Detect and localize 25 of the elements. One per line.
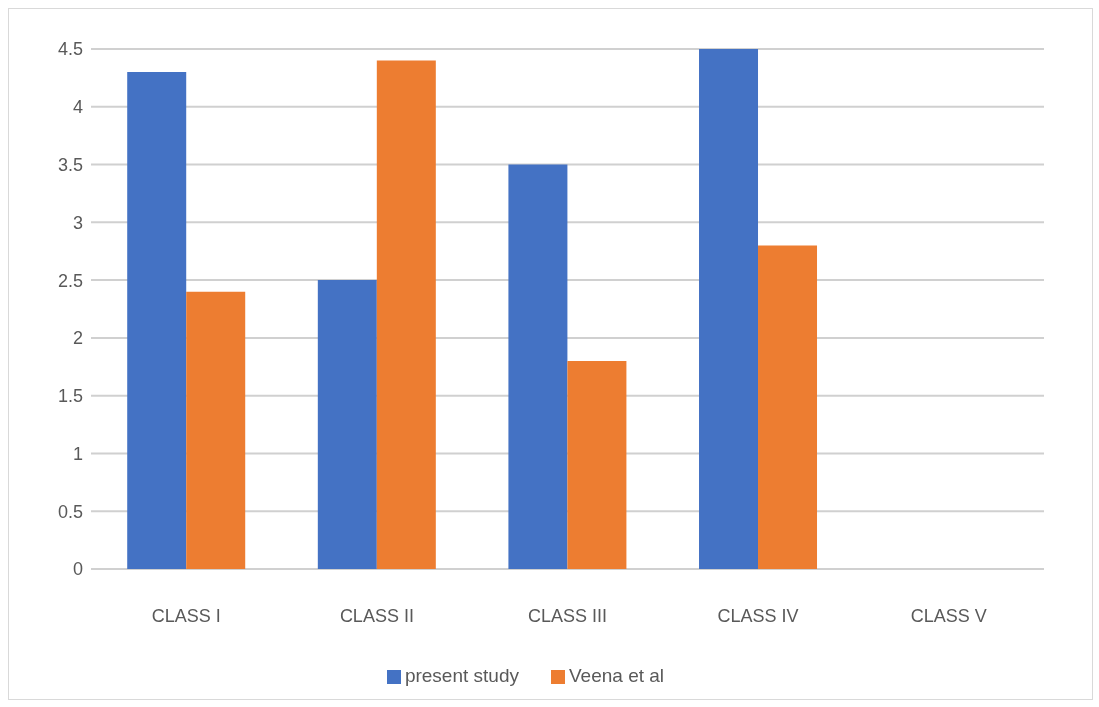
y-tick-label: 2 — [72, 328, 83, 349]
y-tick-label: 0 — [72, 559, 83, 580]
y-tick-label: 4 — [72, 97, 83, 118]
legend-label: Veena et al — [568, 665, 665, 686]
bar — [317, 280, 377, 569]
bar — [699, 49, 759, 569]
legend-label: present study — [404, 665, 519, 686]
y-tick-label: 1.5 — [57, 386, 83, 407]
y-tick-label: 3 — [72, 212, 83, 233]
x-tick-label: CLASS I — [151, 605, 221, 626]
x-tick-label: CLASS II — [339, 605, 414, 626]
bar — [508, 164, 568, 569]
y-tick-label: 0.5 — [57, 501, 83, 522]
bar — [758, 245, 818, 569]
bar — [376, 60, 436, 569]
x-tick-label: CLASS IV — [717, 605, 799, 626]
y-tick-label: 4.5 — [57, 39, 83, 60]
x-tick-label: CLASS V — [910, 605, 987, 626]
bar — [127, 72, 187, 569]
x-tick-label: CLASS III — [527, 605, 608, 626]
bar — [567, 361, 627, 569]
y-tick-label: 1 — [72, 443, 83, 464]
bar — [186, 291, 246, 569]
y-tick-label: 2.5 — [57, 270, 83, 291]
y-tick-label: 3.5 — [57, 154, 83, 175]
